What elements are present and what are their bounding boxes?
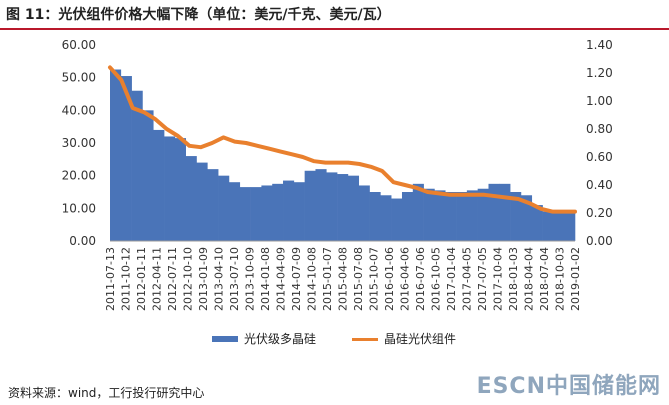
bar-polysilicon	[185, 156, 197, 241]
x-tick-label: 2015-10-07	[368, 247, 381, 311]
legend-label-polysilicon: 光伏级多晶硅	[244, 332, 317, 346]
x-tick-label: 2013-01-09	[197, 247, 210, 311]
right-y-tick-label: 1.40	[586, 38, 613, 52]
bar-polysilicon	[272, 183, 284, 241]
bar-polysilicon	[261, 185, 273, 241]
bar-polysilicon	[207, 169, 219, 241]
bar-polysilicon	[531, 205, 543, 241]
x-tick-label: 2019-01-02	[569, 247, 582, 311]
bar-polysilicon	[228, 182, 241, 241]
x-tick-label: 2011-10-12	[120, 247, 133, 311]
left-y-tick-label: 60.00	[62, 38, 96, 52]
bar-polysilicon	[347, 175, 360, 241]
x-tick-label: 2013-07-10	[228, 247, 241, 311]
bar-polysilicon	[293, 182, 305, 241]
bar-polysilicon	[196, 162, 208, 241]
bar-polysilicon	[120, 76, 132, 242]
x-tick-label: 2017-01-04	[445, 247, 458, 311]
bar-polysilicon	[401, 192, 414, 241]
bar-polysilicon	[239, 187, 251, 241]
x-tick-label: 2012-01-11	[135, 247, 148, 311]
bar-polysilicon	[174, 138, 186, 241]
x-tick-label: 2015-07-08	[352, 247, 365, 311]
legend-swatch-polysilicon	[212, 336, 238, 342]
left-y-tick-label: 30.00	[62, 136, 96, 150]
legend-label-module: 晶硅光伏组件	[384, 332, 457, 346]
right-y-tick-label: 1.00	[586, 94, 613, 108]
bar-polysilicon	[412, 183, 424, 241]
source-note: 资料来源：wind，工行投行研究中心	[8, 386, 205, 400]
x-tick-label: 2011-07-13	[104, 247, 117, 311]
bar-polysilicon	[142, 110, 154, 241]
x-tick-label: 2013-04-10	[213, 247, 226, 311]
right-y-tick-label: 0.40	[586, 178, 613, 192]
x-tick-label: 2017-10-04	[492, 247, 505, 311]
right-y-tick-label: 0.00	[586, 234, 613, 248]
left-y-tick-label: 10.00	[62, 201, 96, 215]
legend-swatch-module	[352, 338, 378, 341]
bar-polysilicon	[510, 192, 522, 241]
bar-polysilicon	[218, 175, 230, 241]
figure-title: 图 11：光伏组件价格大幅下降（单位：美元/千克、美元/瓦）	[6, 7, 391, 23]
right-y-tick-label: 1.20	[586, 66, 613, 80]
bar-polysilicon	[304, 170, 316, 241]
x-tick-label: 2012-04-11	[151, 247, 164, 311]
x-tick-label: 2016-07-06	[414, 247, 427, 311]
x-tick-label: 2017-04-05	[461, 247, 474, 311]
x-tick-label: 2013-10-09	[244, 247, 257, 311]
x-tick-label: 2016-04-06	[399, 247, 412, 311]
x-tick-label: 2014-07-09	[290, 247, 303, 311]
bar-polysilicon	[369, 192, 381, 241]
bar-polysilicon	[488, 183, 500, 241]
bar-polysilicon	[250, 187, 262, 241]
bar-polysilicon	[456, 192, 468, 241]
x-tick-label: 2014-04-09	[275, 247, 288, 311]
line-module-price	[108, 65, 577, 214]
left-y-tick-label: 0.00	[69, 234, 96, 248]
bar-polysilicon	[153, 129, 165, 241]
bar-polysilicon	[358, 185, 370, 241]
title-bar: 图 11：光伏组件价格大幅下降（单位：美元/千克、美元/瓦）	[0, 0, 669, 30]
x-tick-label: 2012-10-10	[182, 247, 195, 311]
watermark: ESCN中国储能网	[476, 374, 661, 399]
x-tick-label: 2017-07-05	[476, 247, 489, 311]
bar-polysilicon	[110, 69, 122, 241]
x-tick-label: 2015-01-07	[321, 247, 334, 311]
left-y-tick-label: 20.00	[62, 169, 96, 183]
x-tick-label: 2014-10-08	[306, 247, 319, 311]
bar-polysilicon	[283, 180, 295, 241]
x-tick-label: 2018-04-04	[523, 247, 536, 311]
bar-polysilicon	[164, 136, 176, 241]
bar-polysilicon	[434, 190, 446, 241]
bar-polysilicon	[542, 211, 554, 241]
x-tick-label: 2018-07-04	[538, 247, 551, 311]
chart: 0.00 10.00 20.00 30.00 40.00 50.00 60.00 0.00 0.…	[62, 38, 613, 311]
bar-polysilicon	[423, 188, 435, 241]
left-y-tick-label: 50.00	[62, 71, 96, 85]
x-tick-label: 2012-07-11	[166, 247, 179, 311]
x-tick-label: 2018-10-03	[554, 247, 567, 311]
bar-polysilicon	[564, 211, 576, 241]
x-tick-label: 2014-01-08	[259, 247, 272, 311]
bar-polysilicon	[553, 211, 565, 241]
bar-polysilicon	[337, 174, 349, 241]
x-tick-label: 2016-01-06	[383, 247, 396, 311]
bar-polysilicon	[391, 198, 403, 241]
bar-polysilicon	[466, 190, 478, 241]
bar-polysilicon	[315, 169, 327, 241]
right-y-tick-label: 0.80	[586, 122, 613, 136]
bar-polysilicon	[520, 195, 533, 241]
bar-polysilicon	[131, 90, 143, 241]
bar-polysilicon	[326, 172, 338, 241]
bar-polysilicon	[445, 192, 457, 241]
x-tick-label: 2018-01-03	[507, 247, 520, 311]
bar-polysilicon	[477, 188, 489, 241]
left-y-tick-label: 40.00	[62, 103, 96, 117]
right-y-tick-label: 0.60	[586, 150, 613, 164]
right-y-tick-label: 0.20	[586, 206, 613, 220]
bar-polysilicon	[380, 195, 392, 241]
x-tick-label: 2015-04-08	[337, 247, 350, 311]
bar-polysilicon	[499, 183, 511, 241]
x-tick-label: 2016-10-05	[430, 247, 443, 311]
